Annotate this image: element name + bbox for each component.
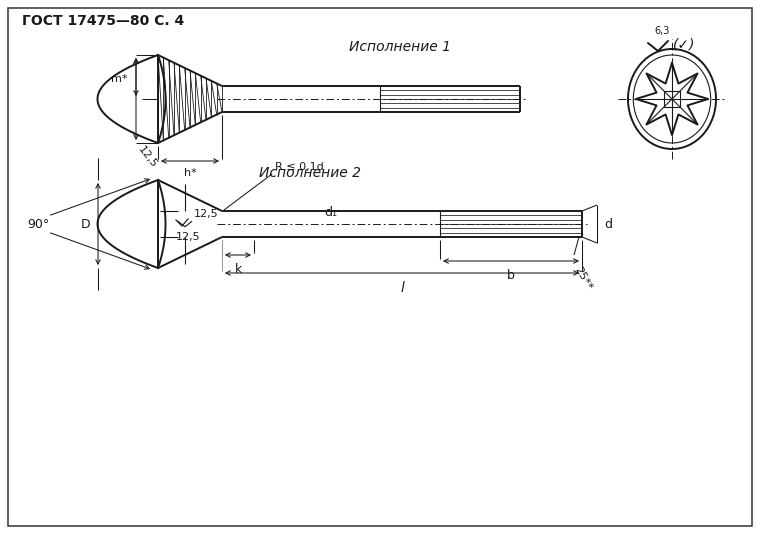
Text: 12,5: 12,5 bbox=[176, 232, 201, 242]
Text: h*: h* bbox=[184, 168, 196, 178]
Text: R ≤ 0,1d: R ≤ 0,1d bbox=[275, 162, 324, 172]
Text: D: D bbox=[81, 217, 90, 231]
Text: b: b bbox=[507, 269, 515, 282]
Text: d₁: d₁ bbox=[325, 206, 337, 219]
Text: d: d bbox=[604, 217, 612, 231]
Text: Исполнение 1: Исполнение 1 bbox=[349, 40, 451, 54]
Text: k: k bbox=[234, 263, 242, 276]
Text: m*: m* bbox=[112, 74, 128, 84]
Text: 6,3: 6,3 bbox=[654, 26, 670, 36]
Text: l: l bbox=[400, 281, 404, 295]
Text: (✓): (✓) bbox=[673, 37, 695, 51]
Text: 12,5: 12,5 bbox=[137, 144, 160, 170]
Text: 25**: 25** bbox=[572, 265, 594, 292]
Text: ГОСТ 17475—80 С. 4: ГОСТ 17475—80 С. 4 bbox=[22, 14, 184, 28]
Text: Исполнение 2: Исполнение 2 bbox=[259, 166, 361, 180]
Text: 90°: 90° bbox=[27, 217, 49, 231]
Text: 12,5: 12,5 bbox=[194, 209, 219, 219]
